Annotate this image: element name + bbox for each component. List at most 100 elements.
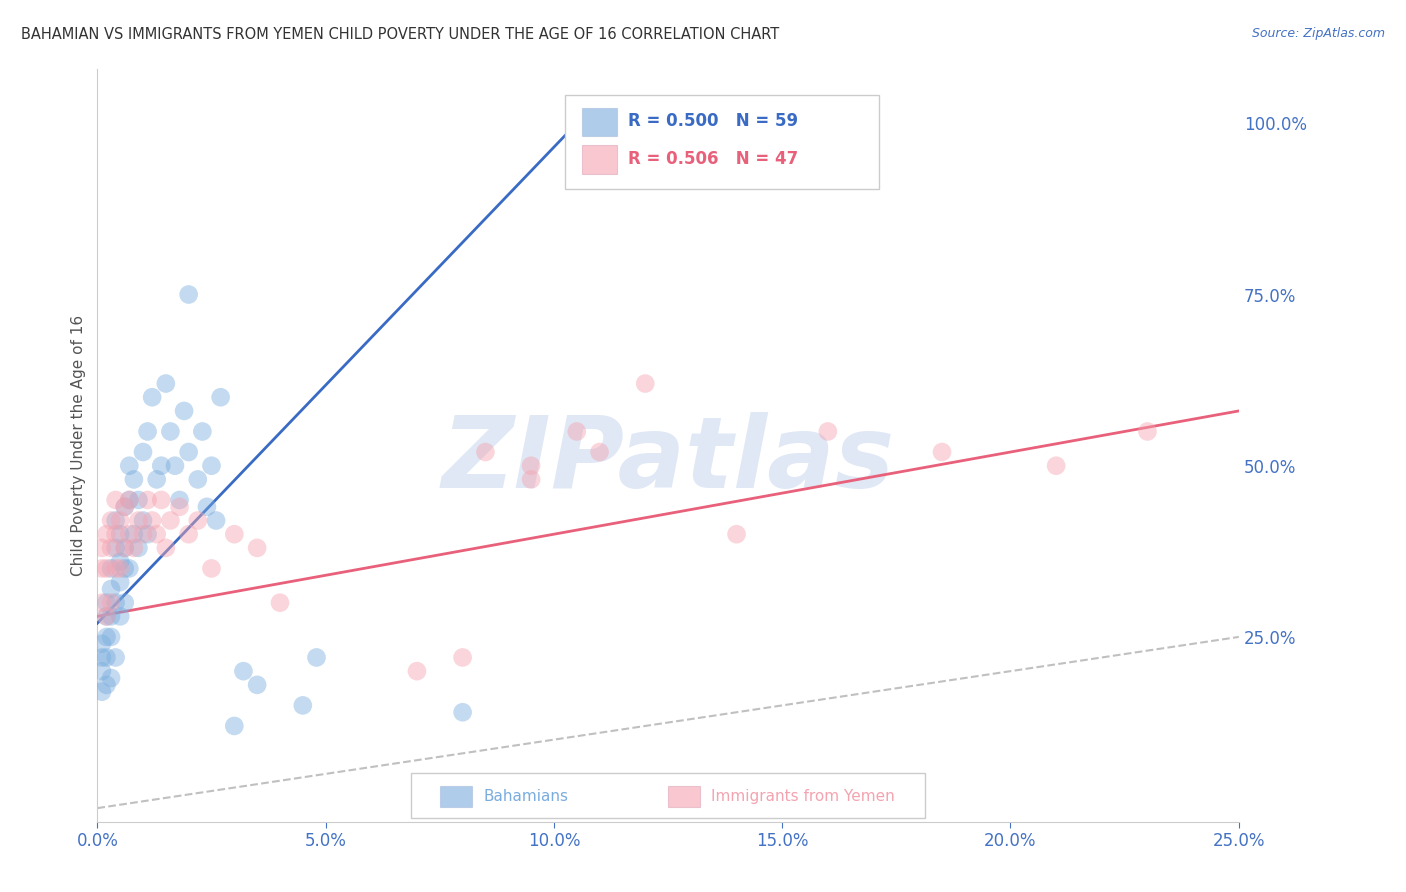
Point xyxy=(96,650,118,665)
Point xyxy=(141,514,163,528)
Point xyxy=(90,596,112,610)
FancyBboxPatch shape xyxy=(440,786,472,806)
FancyBboxPatch shape xyxy=(411,772,925,818)
Y-axis label: Child Poverty Under the Age of 16: Child Poverty Under the Age of 16 xyxy=(72,315,86,575)
Point xyxy=(100,630,122,644)
Point xyxy=(108,527,131,541)
Point xyxy=(725,527,748,541)
Point xyxy=(520,458,543,473)
Point xyxy=(269,596,291,610)
Point xyxy=(200,458,222,473)
Point xyxy=(96,609,118,624)
Point xyxy=(159,514,181,528)
Point xyxy=(200,561,222,575)
Point xyxy=(406,664,429,678)
Point xyxy=(104,514,127,528)
Point xyxy=(232,664,254,678)
Text: Immigrants from Yemen: Immigrants from Yemen xyxy=(711,789,896,805)
Point xyxy=(118,458,141,473)
Point xyxy=(474,445,496,459)
Text: R = 0.500   N = 59: R = 0.500 N = 59 xyxy=(628,112,799,130)
Point xyxy=(90,650,112,665)
Point xyxy=(104,561,127,575)
Point xyxy=(451,705,474,719)
FancyBboxPatch shape xyxy=(582,145,617,174)
FancyBboxPatch shape xyxy=(582,108,617,136)
Point xyxy=(246,541,269,555)
Point xyxy=(118,492,141,507)
Point xyxy=(817,425,839,439)
Point xyxy=(145,527,167,541)
Point xyxy=(100,582,122,596)
Point xyxy=(104,492,127,507)
Text: BAHAMIAN VS IMMIGRANTS FROM YEMEN CHILD POVERTY UNDER THE AGE OF 16 CORRELATION : BAHAMIAN VS IMMIGRANTS FROM YEMEN CHILD … xyxy=(21,27,779,42)
Point xyxy=(291,698,314,713)
Point xyxy=(104,596,127,610)
Point xyxy=(132,445,155,459)
Point xyxy=(520,472,543,486)
Point xyxy=(118,527,141,541)
Point xyxy=(100,609,122,624)
Point xyxy=(177,527,200,541)
Point xyxy=(122,541,145,555)
Point xyxy=(305,650,328,665)
Point xyxy=(96,678,118,692)
Point xyxy=(136,527,159,541)
Point xyxy=(90,637,112,651)
Point xyxy=(1045,458,1067,473)
Point xyxy=(127,492,149,507)
Point xyxy=(122,472,145,486)
Point xyxy=(96,596,118,610)
Point xyxy=(100,514,122,528)
Point xyxy=(90,561,112,575)
Point xyxy=(177,445,200,459)
Point xyxy=(155,541,177,555)
Point xyxy=(191,425,214,439)
Point xyxy=(169,500,191,514)
Point xyxy=(136,492,159,507)
Text: Bahamians: Bahamians xyxy=(484,789,568,805)
Text: ZIPatlas: ZIPatlas xyxy=(441,412,894,508)
Point xyxy=(108,561,131,575)
Point xyxy=(108,575,131,590)
Point xyxy=(173,404,195,418)
Point xyxy=(96,609,118,624)
Point xyxy=(150,492,173,507)
Point xyxy=(100,671,122,685)
Point xyxy=(114,541,136,555)
Point xyxy=(224,719,246,733)
Point xyxy=(118,492,141,507)
Point xyxy=(205,514,228,528)
Point xyxy=(90,684,112,698)
Point xyxy=(114,500,136,514)
Point xyxy=(209,390,232,404)
Point xyxy=(127,541,149,555)
Point xyxy=(145,472,167,486)
Point xyxy=(96,527,118,541)
Point xyxy=(127,514,149,528)
Point xyxy=(195,500,218,514)
Point xyxy=(187,472,209,486)
Point xyxy=(114,500,136,514)
Point xyxy=(141,390,163,404)
Text: Source: ZipAtlas.com: Source: ZipAtlas.com xyxy=(1251,27,1385,40)
Point xyxy=(96,561,118,575)
Point xyxy=(100,561,122,575)
Point xyxy=(565,425,588,439)
Point xyxy=(104,527,127,541)
Point xyxy=(132,527,155,541)
Point xyxy=(118,561,141,575)
Point xyxy=(931,445,953,459)
Point xyxy=(122,527,145,541)
FancyBboxPatch shape xyxy=(668,786,700,806)
Point xyxy=(187,514,209,528)
Point xyxy=(159,425,181,439)
Point xyxy=(451,650,474,665)
Point xyxy=(100,541,122,555)
Point xyxy=(150,458,173,473)
Point xyxy=(96,630,118,644)
Point xyxy=(588,445,610,459)
Point xyxy=(136,425,159,439)
Point xyxy=(90,541,112,555)
Point xyxy=(114,596,136,610)
